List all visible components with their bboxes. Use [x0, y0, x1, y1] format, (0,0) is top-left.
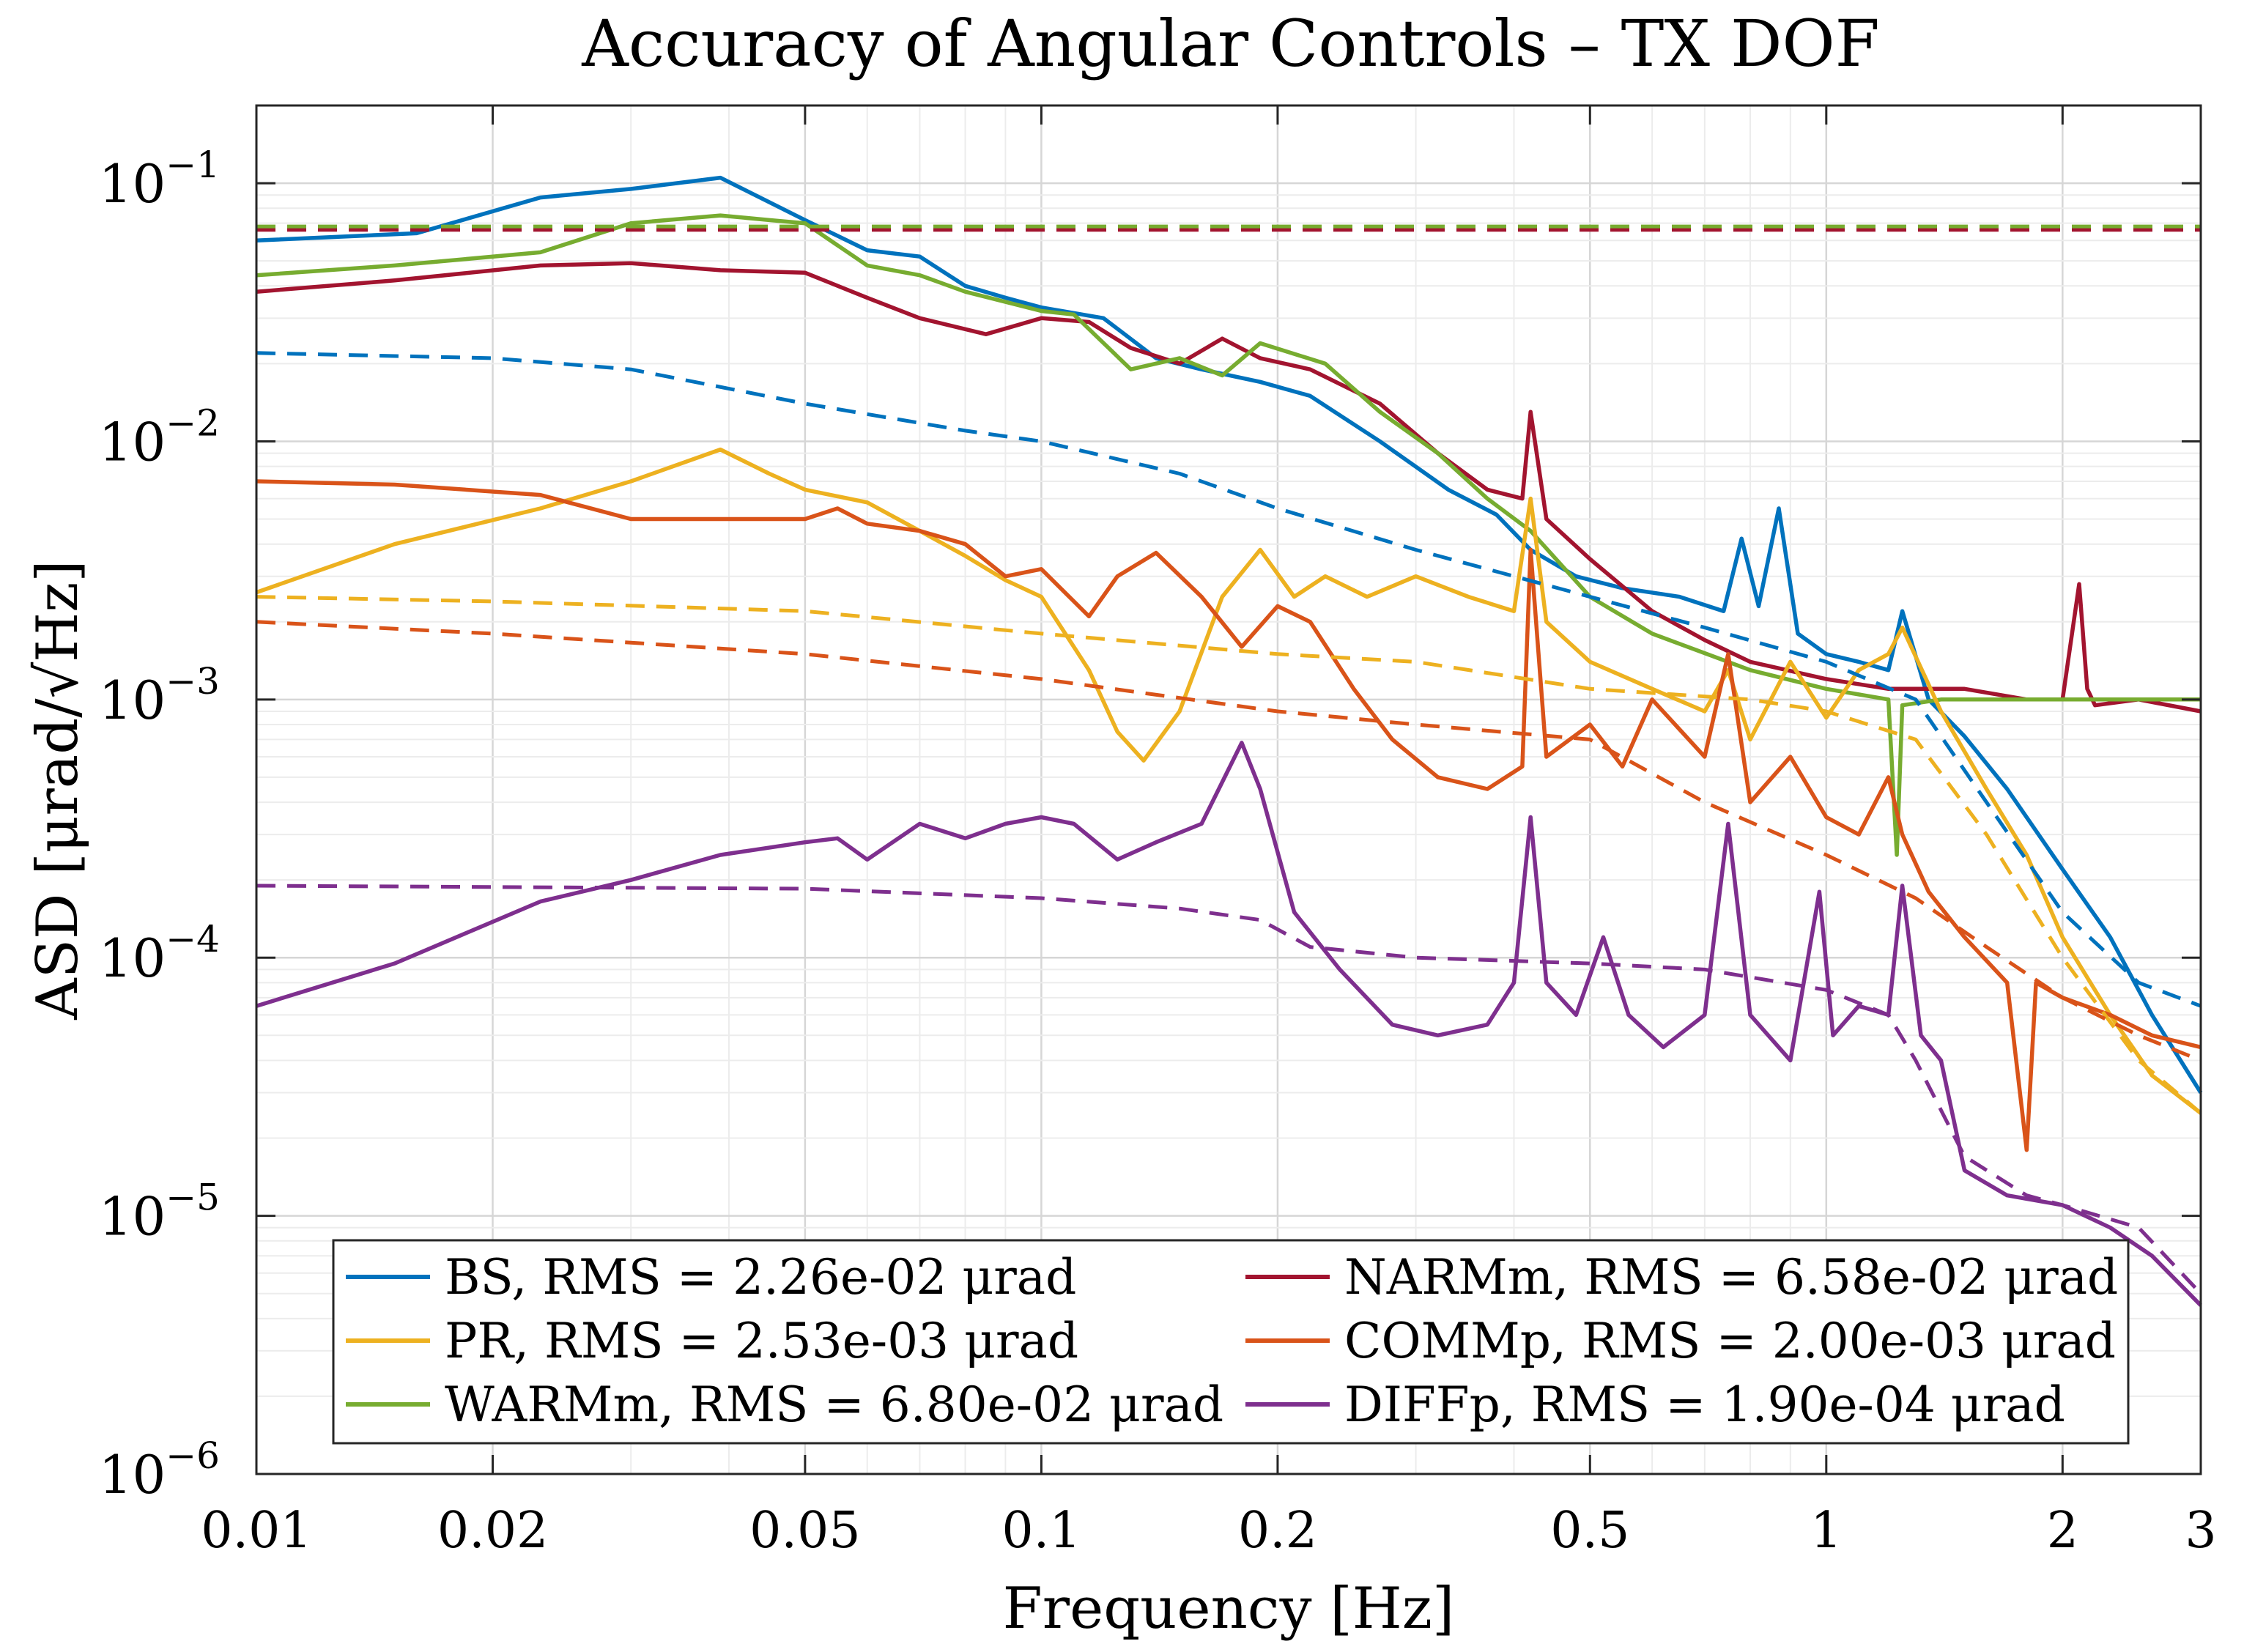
x-tick-label: 1	[1810, 1502, 1842, 1560]
series-line-pr	[256, 447, 2202, 1115]
legend-label: DIFFp, RMS = 1.90e-04 μrad	[1344, 1377, 2065, 1433]
legend-label: COMMp, RMS = 2.00e-03 μrad	[1344, 1313, 2116, 1369]
y-tick-exponent: −2	[166, 401, 220, 444]
legend-box	[332, 1239, 2130, 1445]
legend-label: PR, RMS = 2.53e-03 μrad	[445, 1313, 1078, 1369]
series-line-warmm	[256, 213, 2201, 857]
legend-label: WARMm, RMS = 6.80e-02 μrad	[445, 1377, 1223, 1433]
y-tick-base: 10	[99, 670, 166, 731]
y-tick-exponent: −3	[166, 660, 220, 703]
y-tick-base: 10	[99, 1444, 166, 1505]
series-line-diffp	[256, 741, 2202, 1307]
series-line-commp-dashed	[256, 620, 2202, 1062]
series-line-bs-dashed	[256, 351, 2202, 1008]
series-line-pr-dashed	[256, 595, 2202, 1115]
y-tick-exponent: −4	[166, 918, 220, 960]
series-layer	[256, 175, 2203, 1307]
x-tick-label: 0.2	[1238, 1502, 1317, 1560]
x-tick-label: 3	[2185, 1502, 2216, 1560]
y-tick-labels: 10−610−510−410−310−210−1	[99, 144, 220, 1505]
plot-frame	[255, 104, 2202, 1475]
y-tick-exponent: −6	[166, 1434, 220, 1477]
y-tick-base: 10	[99, 153, 166, 215]
y-tick-exponent: −1	[166, 144, 220, 186]
y-tick-label: 10−4	[99, 918, 220, 989]
y-tick-label: 10−5	[99, 1177, 220, 1248]
x-tick-label: 0.5	[1550, 1502, 1629, 1560]
y-tick-exponent: −5	[166, 1177, 220, 1219]
x-tick-label: 0.1	[1001, 1502, 1081, 1560]
x-tick-label: 0.01	[201, 1502, 311, 1560]
y-tick-label: 10−2	[99, 401, 220, 473]
y-axis-label: ASD [μrad/√Hz]	[25, 560, 91, 1020]
x-tick-label: 0.02	[437, 1502, 548, 1560]
legend-entries: BS, RMS = 2.26e-02 μrad NARMm, RMS = 6.58…	[346, 1249, 2118, 1433]
chart-title: Accuracy of Angular Controls – TX DOF	[581, 6, 1879, 81]
y-tick-base: 10	[99, 1186, 166, 1248]
x-tick-labels: 0.01 0.02 0.05 0.1 0.2 0.5 1 2 3	[201, 1502, 2216, 1560]
legend: BS, RMS = 2.26e-02 μrad NARMm, RMS = 6.58…	[332, 1239, 2130, 1445]
tick-layer	[255, 105, 2202, 1475]
y-tick-label: 10−3	[99, 660, 220, 731]
x-tick-label: 2	[2047, 1502, 2078, 1560]
series-line-diffp-dashed	[256, 884, 2202, 1295]
x-axis-label: Frequency [Hz]	[1003, 1576, 1455, 1642]
y-tick-label: 10−6	[99, 1434, 220, 1505]
y-tick-label: 10−1	[99, 144, 220, 215]
legend-label: NARMm, RMS = 6.58e-02 μrad	[1344, 1249, 2118, 1305]
y-tick-base: 10	[99, 411, 166, 473]
y-tick-base: 10	[99, 927, 166, 989]
series-line-commp	[256, 479, 2202, 1152]
x-tick-label: 0.05	[749, 1502, 860, 1560]
legend-label: BS, RMS = 2.26e-02 μrad	[445, 1249, 1076, 1305]
